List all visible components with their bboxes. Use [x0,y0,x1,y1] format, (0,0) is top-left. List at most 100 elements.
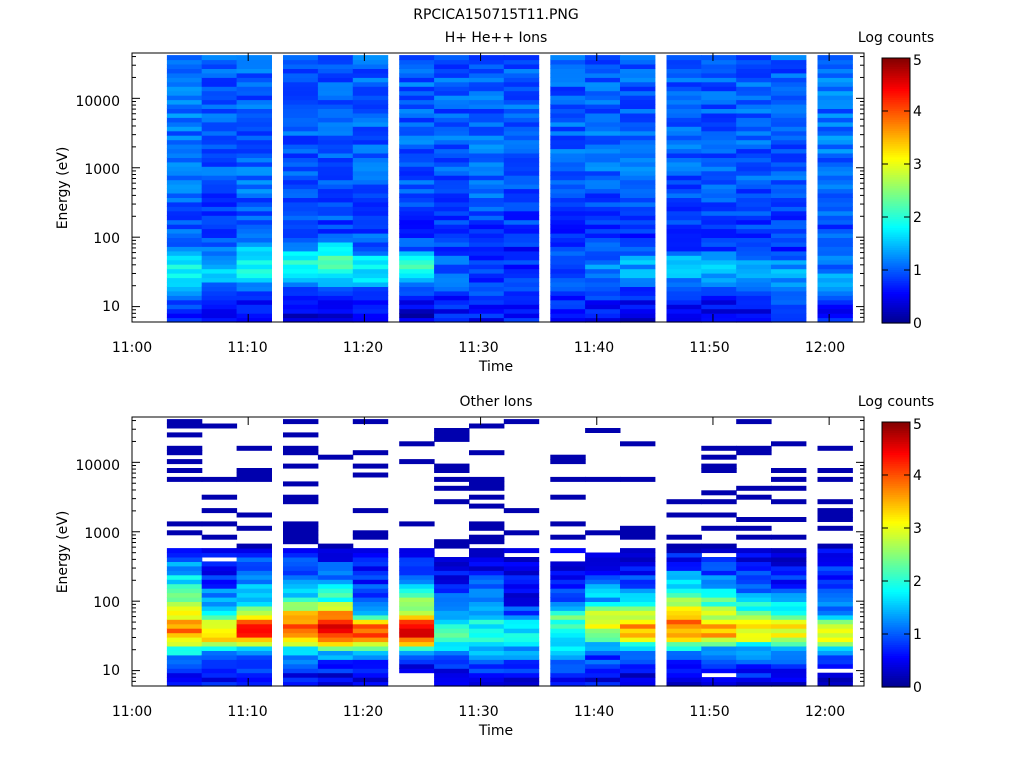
spectrogram-cell [434,557,470,562]
spectrogram-cell [399,610,435,616]
spectrogram-cell [585,144,621,150]
spectrogram-cell [399,521,435,527]
spectrogram-cell [317,237,354,243]
spectrogram-cell [666,668,702,674]
spectrogram-cell [166,317,203,323]
spectrogram-cell [317,144,354,150]
spectrogram-cell [469,290,505,296]
colorbar-strip [882,161,910,165]
spectrogram-cell [352,55,389,61]
spectrogram-cell [585,55,621,61]
spectrogram-cell [771,583,807,589]
spectrogram-cell [352,548,389,554]
spectrogram-cell [817,59,853,65]
spectrogram-cell [736,77,772,83]
spectrogram-cell [585,59,621,65]
spectrogram-cell [503,197,540,203]
spectrogram-cell [352,579,389,585]
spectrogram-cell [166,64,203,69]
colorbar-strip [882,71,910,75]
spectrogram-cell [620,228,656,234]
colorbar-strip [882,508,910,511]
spectrogram-cell [236,565,272,571]
spectrogram-cell [666,663,702,669]
spectrogram-cell [166,530,203,536]
spectrogram-cell [550,144,586,150]
spectrogram-cell [399,273,435,279]
spectrogram-cell [434,210,470,216]
spectrogram-cell [503,95,540,101]
spectrogram-cell [201,628,238,634]
colorbar-strip [882,536,910,540]
colorbar-strip [882,139,910,143]
spectrogram-cell [701,81,737,87]
spectrogram-cell [166,521,203,527]
spectrogram-cell [469,597,505,602]
spectrogram-cell [434,95,470,101]
spectrogram-cell [585,219,621,225]
spectrogram-cell [283,90,319,96]
colorbar-strip [882,168,910,172]
spectrogram-cell [352,188,389,194]
spectrogram-cell [469,188,505,194]
spectrogram-cell [620,282,656,287]
spectrogram-cell [166,237,203,243]
spectrogram-cell [550,286,586,292]
spectrogram-cell [503,508,540,514]
spectrogram-cell [236,184,272,190]
spectrogram-cell [620,175,656,181]
spectrogram-cell [317,597,354,602]
spectrogram-cell [434,654,470,660]
colorbar-strip [882,457,910,461]
spectrogram-cell [201,224,238,230]
spectrogram-cell [317,548,354,554]
spectrogram-cell [585,210,621,216]
spectrogram-cell [283,445,319,451]
spectrogram-cell [201,295,238,301]
spectrogram-cell [352,117,389,123]
spectrogram-cell [352,295,389,301]
spectrogram-cell [550,197,586,203]
spectrogram-cell [236,632,272,638]
spectrogram-cell [283,610,319,616]
spectrogram-cell [503,605,540,611]
spectrogram-cell [736,317,772,323]
colorbar-strip [882,60,910,64]
colorbar-strip [882,230,910,234]
spectrogram-cell [817,290,853,296]
spectrogram-cell [701,268,737,274]
spectrogram-cell [434,77,470,83]
spectrogram-cell [469,153,505,158]
colorbar-strip [882,638,910,642]
spectrogram-cell [236,86,272,92]
spectrogram-cell [550,250,586,256]
spectrogram-cell [317,605,354,611]
spectrogram-cell [585,650,621,656]
spectrogram-cell [817,650,853,656]
spectrogram-cell [701,264,737,270]
spectrogram-cell [236,641,272,647]
spectrogram-cell [666,233,702,238]
spectrogram-cell [283,681,319,687]
spectrogram-cell [317,59,354,65]
x-tick-label: 11:50 [689,704,729,720]
spectrogram-cell [701,188,737,194]
spectrogram-cell [166,304,203,310]
spectrogram-cell [317,241,354,247]
spectrogram-cell [317,126,354,132]
colorbar-strip [882,488,910,492]
spectrogram-cell [620,104,656,109]
spectrogram-cell [736,592,772,598]
spectrogram-cell [701,570,737,576]
spectrogram-cell [503,135,540,141]
spectrogram-cell [469,264,505,270]
spectrogram-cell [701,184,737,190]
colorbar-strip [882,589,910,593]
spectrogram-cell [666,228,702,234]
spectrogram-cell [771,201,807,207]
spectrogram-cell [666,210,702,216]
spectrogram-cell [817,108,853,114]
spectrogram-cell [585,619,621,625]
colorbar-strip [882,104,910,108]
spectrogram-cell [283,597,319,602]
